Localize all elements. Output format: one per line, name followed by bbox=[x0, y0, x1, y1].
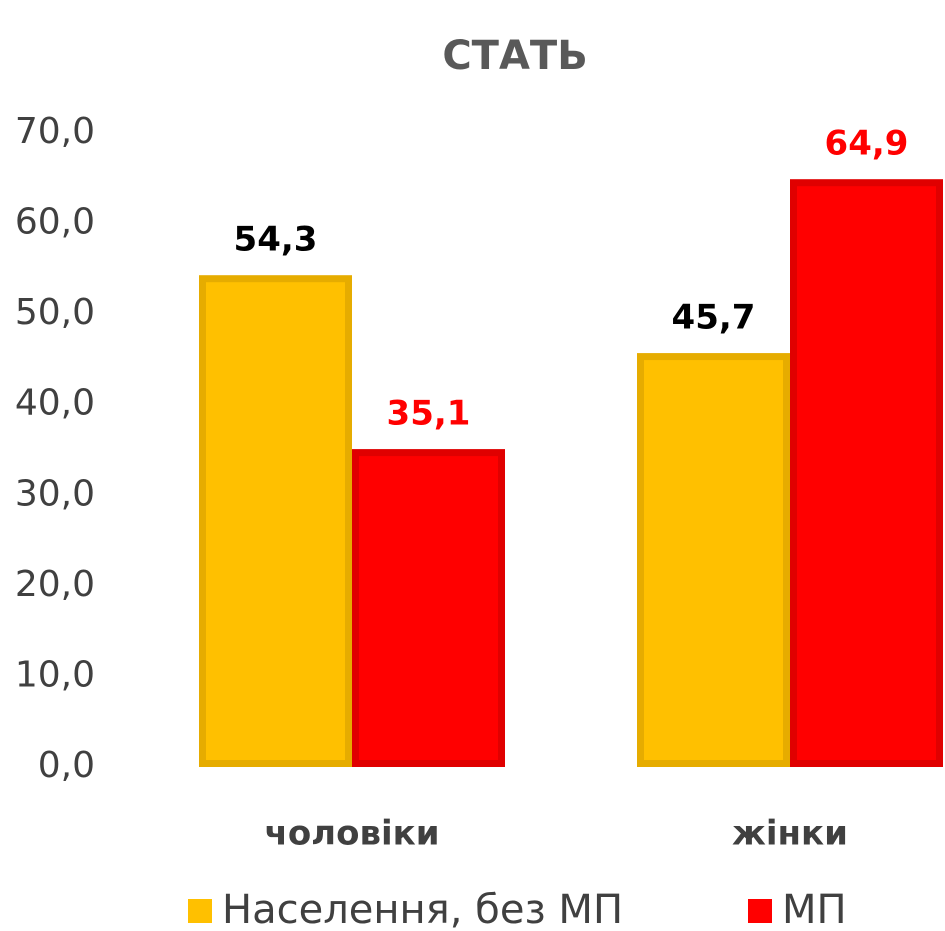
y-tick-label: 0,0 bbox=[38, 745, 95, 786]
data-label: 45,7 bbox=[672, 298, 756, 338]
bar bbox=[199, 275, 352, 767]
data-label: 64,9 bbox=[825, 124, 909, 164]
y-tick-label: 10,0 bbox=[15, 654, 95, 695]
y-tick-label: 30,0 bbox=[15, 473, 95, 514]
bar bbox=[637, 353, 790, 767]
y-tick-label: 70,0 bbox=[15, 111, 95, 152]
chart-title: СТАТЬ bbox=[442, 33, 587, 79]
x-tick-label: жінки bbox=[732, 814, 848, 854]
y-tick-label: 40,0 bbox=[15, 383, 95, 424]
bar bbox=[352, 449, 505, 767]
data-label: 54,3 bbox=[234, 220, 318, 260]
y-tick-label: 50,0 bbox=[15, 292, 95, 333]
legend-swatch bbox=[188, 899, 212, 923]
legend-label: МП bbox=[782, 887, 847, 931]
x-tick-label: чоловіки bbox=[264, 814, 439, 854]
bar bbox=[790, 179, 943, 768]
y-tick-label: 60,0 bbox=[15, 202, 95, 243]
legend-swatch bbox=[748, 899, 772, 923]
data-label: 35,1 bbox=[387, 394, 471, 434]
legend-label: Населення, без МП bbox=[222, 887, 623, 931]
y-tick-label: 20,0 bbox=[15, 564, 95, 605]
